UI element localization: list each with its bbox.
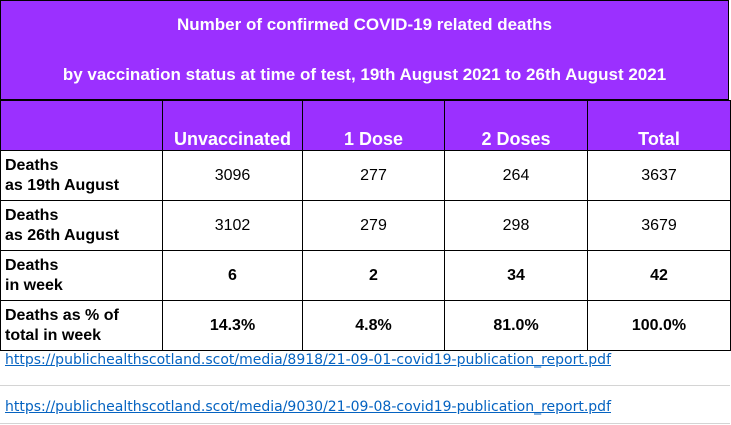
title-line-1: Number of confirmed COVID-19 related dea… bbox=[176, 15, 553, 34]
table-row: Deaths as % of total in week 14.3% 4.8% 8… bbox=[0, 300, 731, 351]
title-line-2: by vaccination status at time of test, 1… bbox=[62, 65, 667, 84]
row-label[interactable]: Deaths as 26th August bbox=[0, 200, 163, 251]
cell-1-dose[interactable]: 279 bbox=[302, 200, 445, 251]
source-links: https://publichealthscotland.scot/media/… bbox=[0, 348, 730, 424]
table-row: Deaths as 19th August 3096 277 264 3637 bbox=[0, 150, 731, 201]
deaths-table: Unvaccinated 1 Dose 2 Doses Total Deaths… bbox=[0, 100, 731, 351]
cell-total[interactable]: 3637 bbox=[587, 150, 731, 201]
cell-2-doses[interactable]: 81.0% bbox=[444, 300, 588, 351]
header-row: Unvaccinated 1 Dose 2 Doses Total bbox=[0, 100, 731, 151]
cell-1-dose[interactable]: 4.8% bbox=[302, 300, 445, 351]
header-1-dose: 1 Dose bbox=[302, 100, 445, 151]
header-total: Total bbox=[587, 100, 731, 151]
cell-total[interactable]: 100.0% bbox=[587, 300, 731, 351]
source-link-2[interactable]: https://publichealthscotland.scot/media/… bbox=[5, 399, 611, 415]
cell-unvaccinated[interactable]: 3096 bbox=[162, 150, 303, 201]
table-row: Deaths as 26th August 3102 279 298 3679 bbox=[0, 200, 731, 251]
link-row: https://publichealthscotland.scot/media/… bbox=[0, 386, 730, 424]
row-label[interactable]: Deaths as 19th August bbox=[0, 150, 163, 201]
title-banner: Number of confirmed COVID-19 related dea… bbox=[0, 0, 729, 100]
header-empty bbox=[0, 100, 163, 151]
row-label[interactable]: Deaths as % of total in week bbox=[0, 300, 163, 351]
cell-2-doses[interactable]: 34 bbox=[444, 250, 588, 301]
cell-2-doses[interactable]: 298 bbox=[444, 200, 588, 251]
table-row: Deaths in week 6 2 34 42 bbox=[0, 250, 731, 301]
header-unvaccinated: Unvaccinated bbox=[162, 100, 303, 151]
cell-2-doses[interactable]: 264 bbox=[444, 150, 588, 201]
cell-total[interactable]: 3679 bbox=[587, 200, 731, 251]
header-2-doses: 2 Doses bbox=[444, 100, 588, 151]
link-row: https://publichealthscotland.scot/media/… bbox=[0, 348, 730, 386]
cell-unvaccinated[interactable]: 6 bbox=[162, 250, 303, 301]
cell-unvaccinated[interactable]: 14.3% bbox=[162, 300, 303, 351]
cell-1-dose[interactable]: 2 bbox=[302, 250, 445, 301]
source-link-1[interactable]: https://publichealthscotland.scot/media/… bbox=[5, 352, 611, 368]
cell-unvaccinated[interactable]: 3102 bbox=[162, 200, 303, 251]
cell-1-dose[interactable]: 277 bbox=[302, 150, 445, 201]
row-label[interactable]: Deaths in week bbox=[0, 250, 163, 301]
cell-total[interactable]: 42 bbox=[587, 250, 731, 301]
